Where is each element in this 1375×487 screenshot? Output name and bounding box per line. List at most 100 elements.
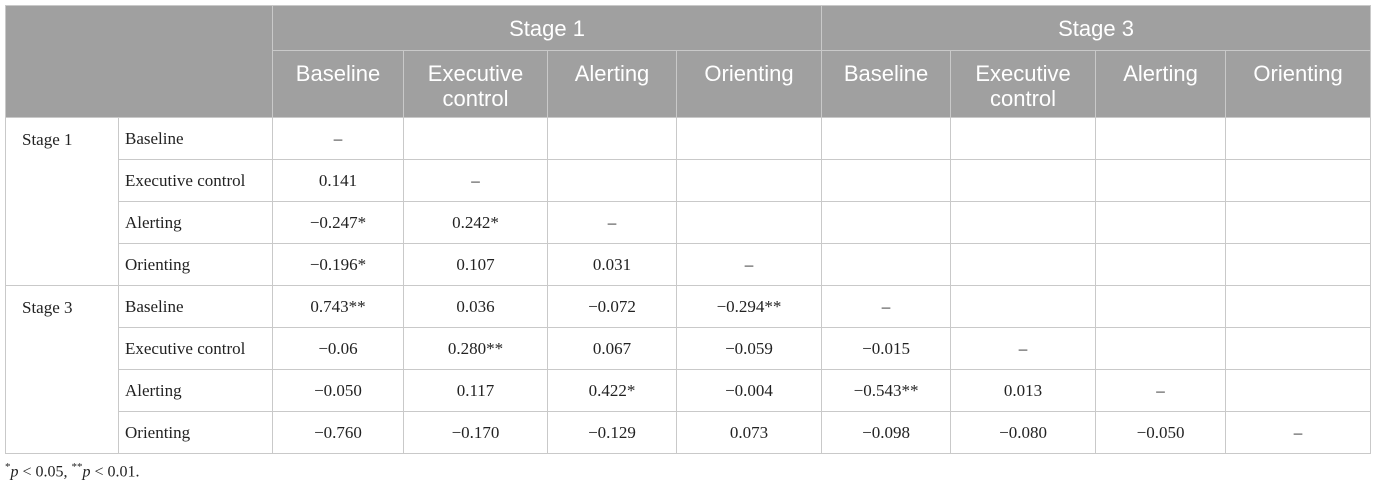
correlation-table: Stage 1 Stage 3 Baseline Executive control A… (5, 5, 1372, 454)
body-row: Alerting −0.050 0.117 0.422* −0.004 −0.543** 0… (6, 369, 1372, 412)
footnote-part: ** (71, 461, 83, 473)
row-label: Alerting (118, 369, 273, 412)
value-cell: 0.280** (403, 327, 548, 370)
empty-cell (1095, 159, 1227, 202)
empty-cell (950, 117, 1097, 160)
empty-cell (1095, 327, 1227, 370)
value-cell: 0.141 (272, 159, 404, 202)
body-row: Alerting −0.247* 0.242* – (6, 201, 1372, 244)
empty-cell (950, 201, 1097, 244)
empty-cell (1095, 285, 1227, 328)
value-cell: −0.072 (547, 285, 677, 328)
empty-cell (675, 159, 823, 202)
value-cell: −0.098 (821, 411, 952, 454)
empty-cell (1095, 117, 1227, 160)
column-header: Executive control (950, 50, 1097, 118)
empty-cell (1225, 285, 1372, 328)
header-row: Baseline Executive control Alerting Orienti… (6, 50, 1372, 118)
value-cell: −0.543** (821, 369, 952, 412)
value-cell: – (821, 285, 952, 328)
header-row: Stage 1 Stage 3 (5, 5, 1372, 118)
row-label: Alerting (118, 201, 273, 244)
row-label: Executive control (118, 159, 273, 202)
empty-cell (403, 117, 548, 160)
empty-cell (1225, 369, 1372, 412)
value-cell: −0.015 (821, 327, 952, 370)
empty-cell (1225, 327, 1372, 370)
empty-cell (547, 159, 677, 202)
value-cell: −0.760 (272, 411, 404, 454)
footnote-part: p (82, 463, 91, 481)
value-cell: 0.036 (403, 285, 548, 328)
column-header: Alerting (1095, 50, 1227, 118)
column-header: Baseline (821, 50, 952, 118)
footnote-part: < 0.01. (90, 463, 140, 481)
value-cell: 0.422* (547, 369, 677, 412)
value-cell: −0.170 (403, 411, 548, 454)
empty-cell (1095, 243, 1227, 286)
value-cell: 0.031 (547, 243, 677, 286)
empty-cell (675, 201, 823, 244)
value-cell: – (1095, 369, 1227, 412)
footnote-part: * (5, 461, 11, 473)
section-label: Stage 3 (5, 285, 119, 454)
value-cell: −0.247* (272, 201, 404, 244)
value-cell: – (1225, 411, 1372, 454)
value-cell: −0.080 (950, 411, 1097, 454)
value-cell: −0.06 (272, 327, 404, 370)
body-row: Orienting −0.196* 0.107 0.031– (6, 243, 1372, 286)
empty-cell (1095, 201, 1227, 244)
corner-cell (5, 5, 273, 118)
value-cell: −0.196* (272, 243, 404, 286)
value-cell: −0.129 (547, 411, 677, 454)
column-header: Orienting (1225, 50, 1372, 118)
table-header: Stage 1 Stage 3 Baseline Executive control A… (5, 5, 1372, 118)
value-cell: – (547, 201, 677, 244)
group-header: Stage 3 (821, 5, 1372, 51)
footnote: *p < 0.05, **p < 0.01. (5, 461, 140, 481)
value-cell: −0.294** (675, 285, 823, 328)
table-wrap: Stage 1 Stage 3 Baseline Executive control A… (5, 5, 1372, 454)
table-body: Stage 1 Baseline – Executive control 0.141– A… (5, 117, 1372, 454)
footnote-part: p (10, 463, 19, 481)
value-cell: 0.107 (403, 243, 548, 286)
body-row: Stage 3 Baseline 0.743** 0.036 −0.072 −0.294*… (5, 285, 1372, 454)
value-cell: 0.073 (675, 411, 823, 454)
empty-cell (1225, 201, 1372, 244)
column-header: Orienting (675, 50, 823, 118)
value-cell: −0.004 (675, 369, 823, 412)
value-cell: 0.743** (272, 285, 404, 328)
value-cell: – (950, 327, 1097, 370)
row-label: Orienting (118, 411, 273, 454)
empty-cell (547, 117, 677, 160)
value-cell: 0.117 (403, 369, 548, 412)
empty-cell (821, 243, 952, 286)
value-cell: −0.050 (272, 369, 404, 412)
empty-cell (821, 159, 952, 202)
value-cell: – (675, 243, 823, 286)
empty-cell (950, 285, 1097, 328)
section-label: Stage 1 (5, 117, 119, 286)
empty-cell (950, 159, 1097, 202)
empty-cell (1225, 117, 1372, 160)
column-header: Executive control (403, 50, 548, 118)
empty-cell (821, 201, 952, 244)
empty-cell (675, 117, 823, 160)
empty-cell (950, 243, 1097, 286)
value-cell: 0.013 (950, 369, 1097, 412)
body-row: Stage 1 Baseline – (5, 117, 1372, 286)
empty-cell (1225, 159, 1372, 202)
row-label: Executive control (118, 327, 273, 370)
column-header: Baseline (272, 50, 404, 118)
empty-cell (821, 117, 952, 160)
value-cell: −0.059 (675, 327, 823, 370)
value-cell: – (272, 117, 404, 160)
row-label: Baseline (118, 285, 273, 328)
empty-cell (1225, 243, 1372, 286)
value-cell: −0.050 (1095, 411, 1227, 454)
body-row: Executive control 0.141– (6, 159, 1372, 202)
row-label: Baseline (118, 117, 273, 160)
value-cell: 0.242* (403, 201, 548, 244)
body-row: Executive control −0.06 0.280** 0.067 −0.059… (6, 327, 1372, 370)
